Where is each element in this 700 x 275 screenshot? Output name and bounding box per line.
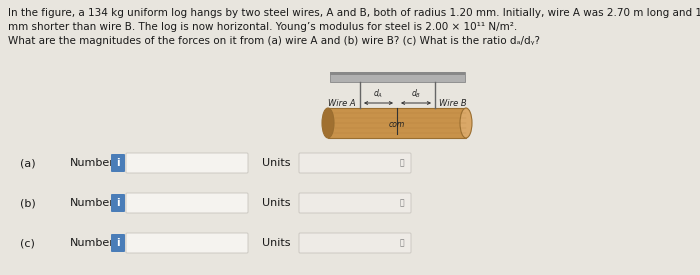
Text: i: i (116, 198, 120, 208)
FancyBboxPatch shape (299, 153, 411, 173)
Text: ⬥: ⬥ (400, 238, 405, 248)
Text: i: i (116, 158, 120, 168)
Text: Number: Number (70, 238, 115, 248)
Ellipse shape (460, 108, 472, 138)
FancyBboxPatch shape (111, 154, 125, 172)
Text: $d_A$: $d_A$ (373, 87, 384, 100)
FancyBboxPatch shape (126, 153, 248, 173)
FancyBboxPatch shape (299, 193, 411, 213)
Text: (b): (b) (20, 198, 36, 208)
Text: Wire B: Wire B (439, 98, 467, 108)
Text: What are the magnitudes of the forces on it from (a) wire A and (b) wire B? (c) : What are the magnitudes of the forces on… (8, 36, 540, 46)
Text: mm shorter than wire B. The log is now horizontal. Young’s modulus for steel is : mm shorter than wire B. The log is now h… (8, 22, 517, 32)
FancyBboxPatch shape (299, 233, 411, 253)
Text: ⬥: ⬥ (400, 158, 405, 167)
FancyBboxPatch shape (111, 234, 125, 252)
Text: (a): (a) (20, 158, 36, 168)
Text: com: com (389, 120, 405, 129)
Text: $d_B$: $d_B$ (411, 87, 421, 100)
Text: (c): (c) (20, 238, 35, 248)
Text: Wire A: Wire A (328, 98, 356, 108)
FancyBboxPatch shape (111, 194, 125, 212)
Bar (328, 108, 466, 138)
Text: ⬥: ⬥ (400, 199, 405, 208)
FancyBboxPatch shape (126, 193, 248, 213)
Text: i: i (116, 238, 120, 248)
Bar (330, 72, 465, 82)
Text: In the figure, a 134 kg uniform log hangs by two steel wires, A and B, both of r: In the figure, a 134 kg uniform log hang… (8, 8, 700, 18)
Text: Units: Units (262, 238, 290, 248)
Bar (330, 72, 465, 75)
Text: Units: Units (262, 158, 290, 168)
Text: Number: Number (70, 158, 115, 168)
Ellipse shape (322, 108, 334, 138)
Text: Number: Number (70, 198, 115, 208)
FancyBboxPatch shape (126, 233, 248, 253)
Text: Units: Units (262, 198, 290, 208)
